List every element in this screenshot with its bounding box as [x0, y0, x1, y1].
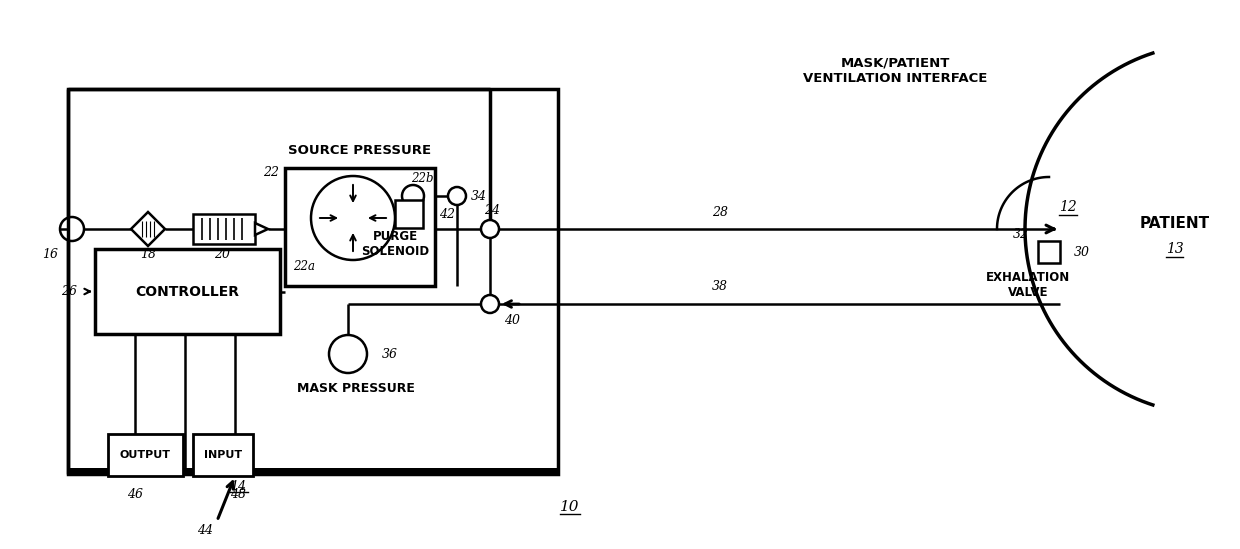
Text: 26: 26 — [61, 285, 77, 298]
Circle shape — [402, 185, 424, 207]
Text: MASK/PATIENT
VENTILATION INTERFACE: MASK/PATIENT VENTILATION INTERFACE — [802, 57, 987, 85]
Text: 32: 32 — [1013, 227, 1029, 240]
Text: EXHALATION
VALVE: EXHALATION VALVE — [986, 271, 1070, 299]
Circle shape — [481, 295, 498, 313]
Text: 13: 13 — [1166, 242, 1184, 256]
Circle shape — [329, 335, 367, 373]
Text: 28: 28 — [712, 205, 728, 219]
Text: 36: 36 — [382, 348, 398, 361]
Text: 22a: 22a — [293, 260, 315, 272]
Text: OUTPUT: OUTPUT — [120, 450, 171, 460]
Bar — [193, 214, 255, 244]
Bar — [68, 89, 558, 474]
Text: 14: 14 — [229, 479, 246, 492]
Text: MASK PRESSURE: MASK PRESSURE — [298, 383, 415, 395]
Text: 48: 48 — [229, 488, 246, 501]
Bar — [1038, 241, 1060, 263]
Text: 30: 30 — [1074, 245, 1090, 259]
Text: 24: 24 — [484, 204, 500, 217]
Bar — [193, 434, 253, 476]
Bar — [285, 168, 435, 286]
Text: 22: 22 — [263, 166, 279, 180]
Text: 38: 38 — [712, 281, 728, 294]
Circle shape — [60, 217, 84, 241]
Text: SOURCE PRESSURE: SOURCE PRESSURE — [289, 143, 432, 156]
Text: 34: 34 — [471, 189, 487, 203]
Circle shape — [448, 187, 466, 205]
Text: INPUT: INPUT — [203, 450, 242, 460]
Text: 18: 18 — [140, 248, 156, 260]
Circle shape — [481, 220, 498, 238]
Text: PURGE
SOLENOID: PURGE SOLENOID — [361, 230, 429, 258]
Polygon shape — [131, 212, 165, 246]
Text: PATIENT: PATIENT — [1140, 216, 1210, 232]
Text: 16: 16 — [42, 248, 58, 260]
Circle shape — [311, 176, 396, 260]
Text: 44: 44 — [197, 524, 213, 537]
Text: 22b: 22b — [410, 171, 434, 184]
Text: 10: 10 — [560, 500, 580, 514]
Bar — [396, 200, 423, 228]
Bar — [95, 249, 280, 334]
Polygon shape — [255, 223, 268, 235]
Text: CONTROLLER: CONTROLLER — [135, 284, 239, 299]
Text: 12: 12 — [1059, 200, 1076, 214]
Bar — [108, 434, 184, 476]
Text: 40: 40 — [503, 313, 520, 327]
Bar — [68, 468, 558, 474]
Text: 20: 20 — [215, 248, 229, 260]
Text: 46: 46 — [126, 488, 143, 501]
Text: 42: 42 — [439, 208, 455, 221]
